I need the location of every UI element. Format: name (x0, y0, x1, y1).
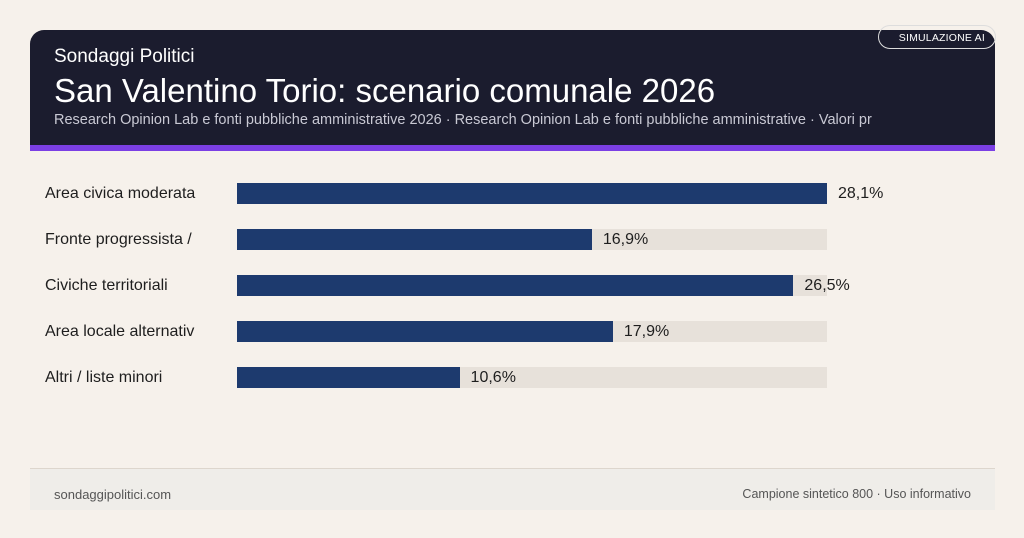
bar-track (237, 275, 827, 296)
category-label: Altri / liste minori (45, 369, 163, 386)
accent-bar (30, 145, 995, 151)
value-label: 26,5% (804, 277, 850, 294)
category-label: Area civica moderata (45, 185, 196, 202)
bar (237, 183, 827, 204)
page-title: San Valentino Torio: scenario comunale 2… (54, 72, 716, 109)
value-label: 16,9% (602, 231, 649, 248)
bar-track (237, 183, 827, 204)
bar (237, 229, 592, 250)
bar (237, 275, 794, 296)
simulation-badge: SIMULAZIONE AI (878, 25, 996, 49)
footer: sondaggipolitici.com Campione sintetico … (30, 468, 995, 510)
category-label: Civiche territoriali (45, 277, 168, 294)
footer-note: Campione sintetico 800 · Uso informativo (742, 487, 971, 501)
value-label: 28,1% (838, 185, 884, 202)
footer-site: sondaggipolitici.com (54, 487, 172, 502)
kicker: Sondaggi Politici (54, 46, 195, 67)
category-label: Fronte progressista / (45, 231, 192, 248)
bar-track (237, 229, 827, 250)
bar (237, 367, 460, 388)
value-label: 10,6% (470, 369, 516, 386)
subtitle: Research Opinion Lab e fonti pubbliche a… (54, 112, 872, 128)
header-card: Sondaggi Politici San Valentino Torio: s… (30, 30, 995, 145)
bar-track (237, 321, 827, 342)
category-label: Area locale alternativ (45, 323, 195, 340)
value-label: 17,9% (623, 323, 670, 340)
bar (237, 321, 613, 342)
bar-track (237, 367, 827, 388)
